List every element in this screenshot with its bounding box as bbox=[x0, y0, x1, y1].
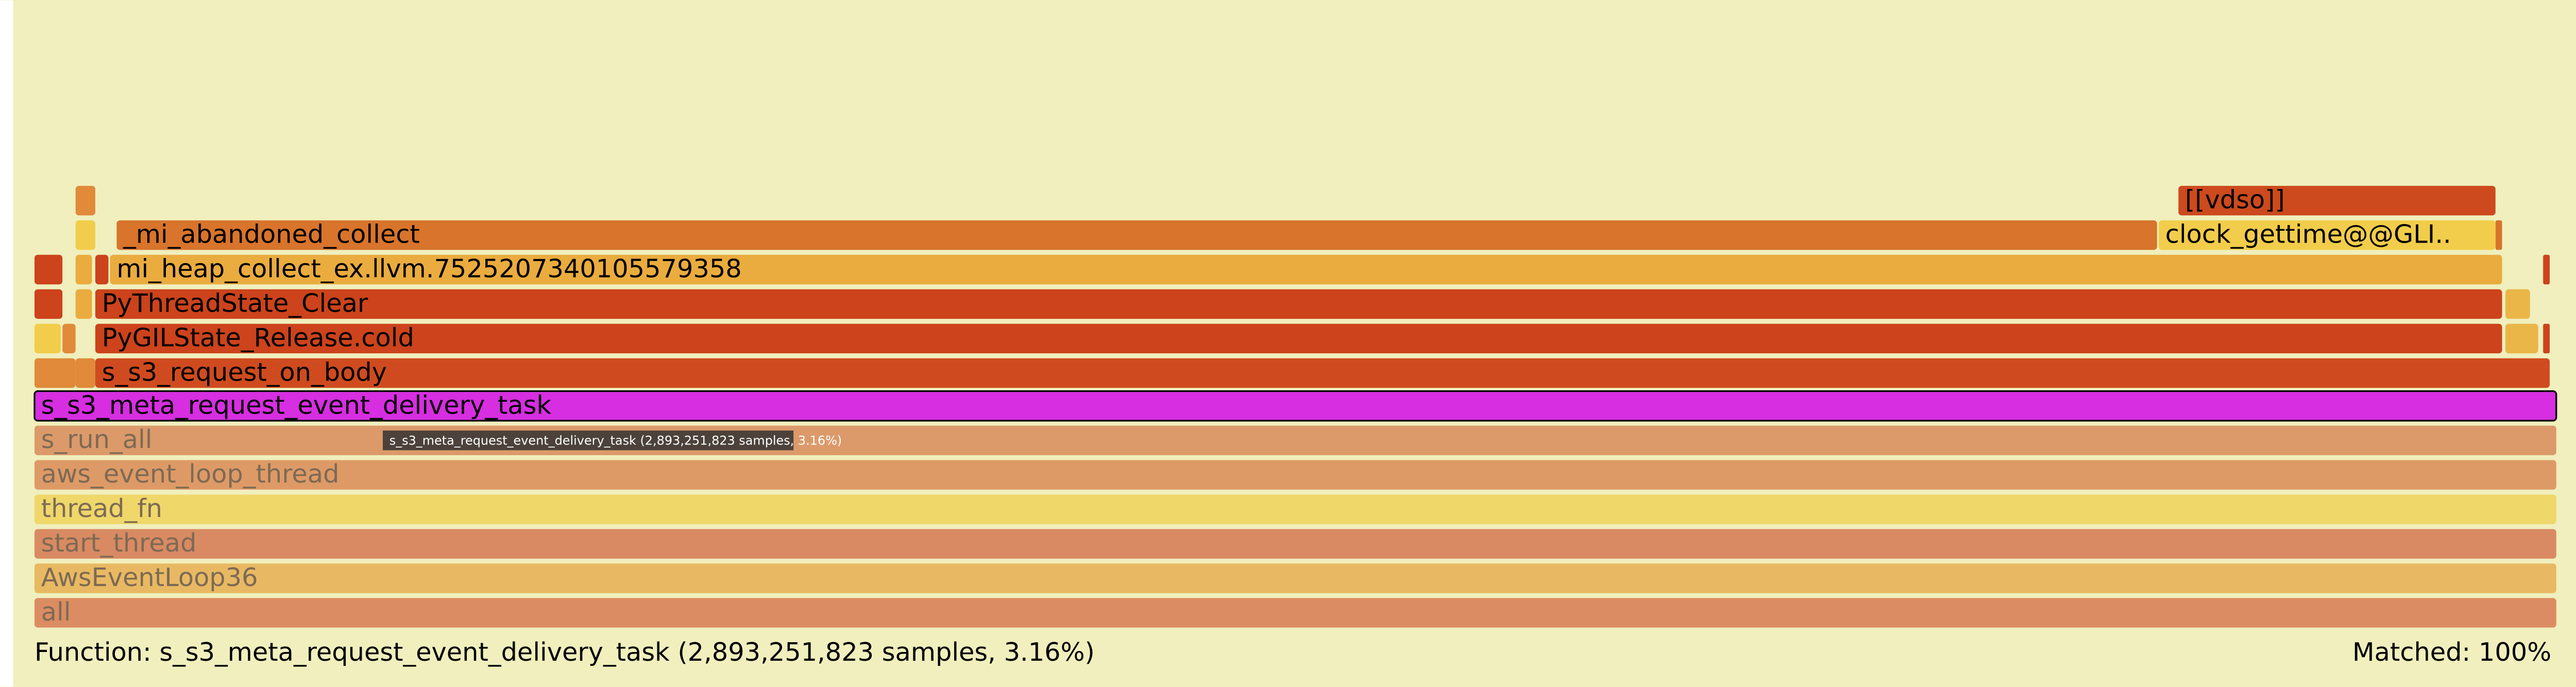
frame bbox=[2543, 254, 2550, 285]
frame bbox=[34, 358, 76, 388]
frame bbox=[62, 323, 76, 354]
frame[interactable] bbox=[34, 460, 2556, 490]
frame bbox=[34, 289, 63, 319]
frame-label: clock_gettime@@GLI.. bbox=[2165, 219, 2451, 249]
frame bbox=[2505, 289, 2530, 319]
frame[interactable] bbox=[95, 323, 2502, 354]
frame bbox=[2543, 323, 2550, 354]
frame[interactable] bbox=[110, 254, 2502, 285]
frame-label: aws_event_loop_thread bbox=[41, 459, 340, 489]
frame-label: s_s3_meta_request_event_delivery_task bbox=[41, 390, 552, 420]
frame bbox=[95, 254, 109, 285]
frame-label: PyThreadState_Clear bbox=[102, 288, 368, 318]
frame bbox=[34, 254, 63, 285]
frame[interactable] bbox=[34, 529, 2556, 559]
frame bbox=[2505, 323, 2538, 354]
frame[interactable] bbox=[34, 563, 2556, 593]
left-edge bbox=[0, 0, 13, 687]
frame bbox=[75, 185, 95, 216]
frame-label: thread_fn bbox=[41, 493, 162, 523]
frame bbox=[34, 323, 61, 354]
frame bbox=[75, 254, 92, 285]
frame-label: all bbox=[41, 597, 71, 627]
frame-label: [[vdso]] bbox=[2185, 185, 2285, 215]
frame[interactable] bbox=[34, 494, 2556, 524]
frame[interactable] bbox=[95, 289, 2502, 319]
frame-label: mi_heap_collect_ex.llvm.7525207340105579… bbox=[116, 254, 741, 284]
frame[interactable] bbox=[2178, 185, 2496, 216]
frame-label: s_s3_request_on_body bbox=[102, 357, 387, 387]
frame-label: _mi_abandoned_collect bbox=[123, 219, 420, 249]
frame-label: s_run_all bbox=[41, 424, 152, 454]
frame-label: AwsEventLoop36 bbox=[41, 562, 258, 592]
frame[interactable] bbox=[34, 598, 2556, 628]
small-frames bbox=[34, 185, 2550, 388]
frame bbox=[75, 220, 95, 250]
frame[interactable] bbox=[116, 220, 2157, 250]
frame bbox=[2495, 220, 2502, 250]
frame-label: PyGILState_Release.cold bbox=[102, 323, 414, 353]
frame[interactable] bbox=[95, 358, 2550, 388]
footer-function: Function: s_s3_meta_request_event_delive… bbox=[35, 637, 1095, 667]
frame bbox=[75, 289, 92, 319]
tooltip-box bbox=[382, 431, 794, 451]
tooltip: s_s3_meta_request_event_delivery_task (2… bbox=[389, 434, 842, 448]
frame bbox=[75, 358, 95, 388]
frame[interactable] bbox=[33, 390, 2557, 422]
frame[interactable] bbox=[2159, 220, 2496, 250]
footer-matched: Matched: 100% bbox=[2352, 637, 2551, 667]
frame-label: start_thread bbox=[41, 528, 197, 558]
